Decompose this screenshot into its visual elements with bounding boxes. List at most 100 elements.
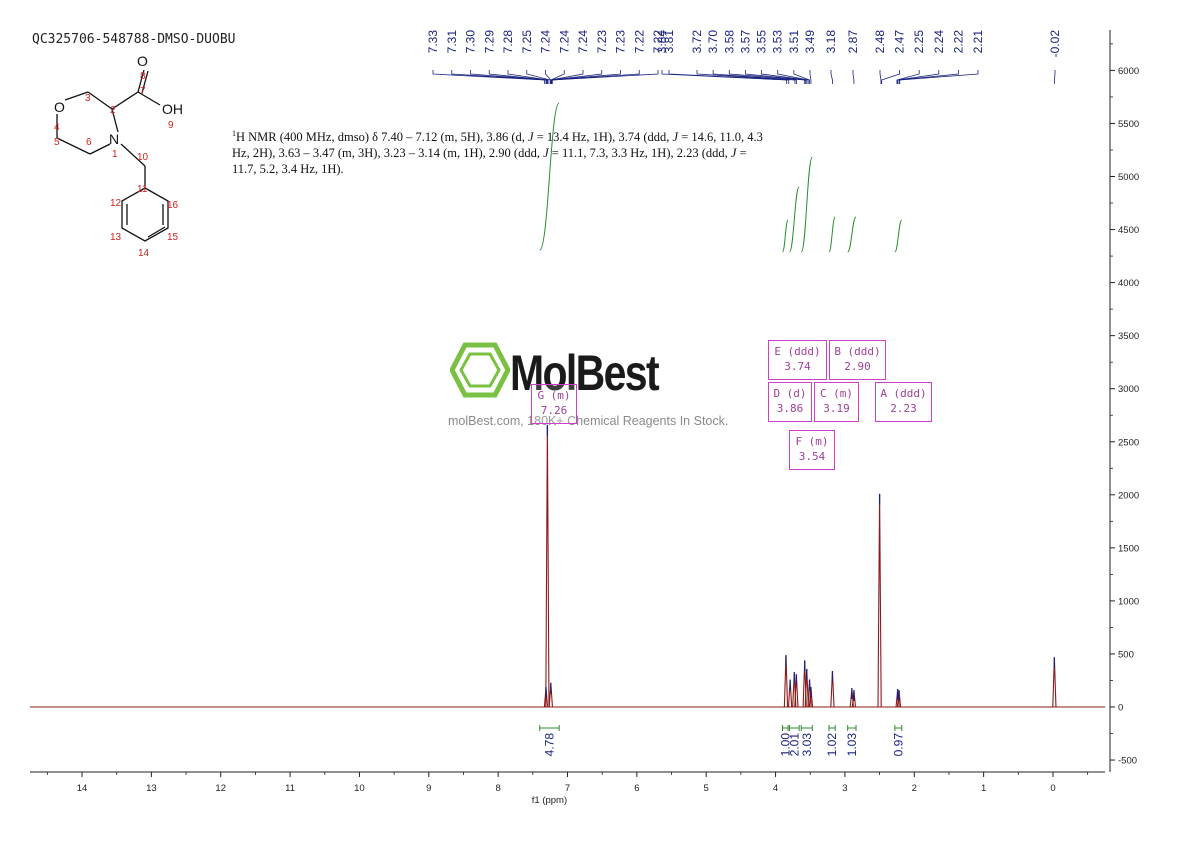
multiplet-box-g: G (m) 7.26	[531, 384, 577, 424]
j-symbol: J	[543, 146, 549, 161]
x-tick-label: 0	[1050, 783, 1055, 794]
peak-label: 7.33	[426, 30, 440, 54]
peak-label-connector	[488, 70, 548, 84]
peak-label-connector	[696, 70, 796, 84]
integral-curve	[847, 216, 857, 253]
peak-label: 7.24	[576, 30, 590, 54]
multiplet-label: E (ddd)	[774, 345, 821, 358]
y-tick-label: 5500	[1118, 119, 1139, 130]
nmr-text-segment: =	[736, 146, 747, 161]
peak-label: 3.57	[738, 30, 752, 54]
multiplet-label: D (d)	[773, 387, 807, 400]
peak-label-connector	[432, 70, 546, 84]
multiplet-box-d: D (d) 3.86	[768, 382, 812, 422]
peak-label: 3.49	[803, 30, 817, 54]
integral-curve	[894, 219, 903, 253]
x-tick-label: 1	[981, 783, 986, 794]
y-tick-label: 1000	[1118, 596, 1139, 607]
peak-label-connector	[550, 70, 584, 84]
peak-label: 7.22	[651, 30, 665, 54]
multiplet-label: A (ddd)	[880, 387, 927, 400]
peak-label: 2.25	[912, 30, 926, 54]
y-tick-label: 2000	[1118, 490, 1139, 501]
atom-number: 7	[140, 86, 146, 97]
peak-label: 3.84	[655, 30, 669, 54]
peak-label-connector	[830, 70, 833, 84]
peak-label-connector	[451, 70, 547, 84]
peak-label-connector	[668, 70, 790, 84]
watermark-url: molBest.com, 180K+ Chemical Reagents In …	[448, 414, 729, 428]
integral-value: 1.02	[825, 733, 839, 757]
x-tick-label: 6	[634, 783, 639, 794]
nmr-text-segment: = 11.1, 7.3, 3.3 Hz, 1H), 2.23 (ddd,	[548, 146, 731, 161]
x-tick-label: 10	[354, 783, 365, 794]
isotope-superscript: 1	[232, 129, 236, 138]
peak-label: 3.18	[824, 30, 838, 54]
atom-number: 4	[54, 122, 60, 133]
peak-label-connector	[470, 70, 548, 84]
peak-label-connector	[551, 70, 621, 84]
atom-number: 5	[54, 137, 60, 148]
integral-value: 3.03	[800, 733, 814, 757]
peak-label: 2.24	[932, 30, 946, 54]
atom-number: 11	[137, 184, 148, 195]
atom-number: 8	[140, 71, 146, 82]
peak-label-connector	[551, 70, 659, 84]
x-tick-label: 8	[495, 783, 500, 794]
multiplet-shift: 2.90	[844, 360, 871, 373]
integral-curve	[800, 156, 813, 253]
j-symbol: J	[730, 146, 737, 161]
multiplet-label: C (m)	[819, 387, 854, 400]
multiplet-label: F (m)	[795, 435, 829, 448]
nmr-text-segment: 11.7, 5.2, 3.4 Hz, 1H).	[232, 162, 344, 177]
peak-label: -0.02	[1048, 30, 1062, 58]
multiplet-shift: 2.23	[890, 402, 917, 415]
multiplet-shift: 3.19	[823, 402, 850, 415]
peak-label-connector	[712, 70, 797, 84]
y-tick-label: 2500	[1118, 437, 1139, 448]
integral-curve	[788, 186, 800, 253]
y-tick-label: 500	[1118, 649, 1134, 660]
multiplet-box-c: C (m) 3.19	[814, 382, 859, 422]
peak-label: 7.24	[557, 30, 571, 54]
peak-label: 7.29	[482, 30, 496, 54]
atom-o-ring: O	[54, 99, 65, 115]
y-tick-label: 4500	[1118, 225, 1139, 236]
atom-number: 3	[85, 93, 91, 104]
integral-value: 1.03	[845, 733, 859, 757]
integral-value: 0.97	[891, 733, 905, 757]
atom-number: 14	[138, 248, 150, 259]
peak-label: 7.22	[632, 30, 646, 54]
atom-oh: OH	[162, 101, 183, 117]
multiplet-box-f: F (m) 3.54	[789, 430, 835, 470]
peak-label-connector	[898, 70, 959, 84]
peak-label-connector	[793, 70, 810, 84]
multiplet-shift: 3.86	[776, 402, 804, 415]
y-tick-label: 6000	[1118, 66, 1139, 77]
y-tick-label: 4000	[1118, 278, 1139, 289]
peak-label-connector	[896, 70, 920, 84]
peak-label: 3.72	[690, 30, 704, 54]
atom-number: 6	[86, 137, 92, 148]
nmr-text-segment: = 13.4 Hz, 1H), 3.74 (ddd,	[533, 130, 673, 145]
atom-number: 10	[137, 152, 149, 163]
peak-label-connector	[809, 70, 812, 84]
x-tick-label: 13	[146, 783, 157, 794]
spectrum-peak	[545, 425, 550, 708]
nmr-description: 1H NMR (400 MHz, dmso) δ 7.40 – 7.12 (m,…	[232, 126, 802, 177]
x-tick-label: 3	[842, 783, 847, 794]
multiplet-label: G (m)	[537, 389, 571, 402]
multiplet-box-b: B (ddd) 2.90	[829, 340, 886, 380]
molbest-logo-text: MolBest	[510, 345, 660, 401]
sample-id: QC325706-548788-DMSO-DUOBU	[32, 32, 236, 47]
peak-label: 3.55	[755, 30, 769, 54]
multiplet-label: B (ddd)	[834, 345, 881, 358]
x-tick-label: 9	[426, 783, 431, 794]
x-axis-label: f1 (ppm)	[532, 795, 567, 806]
peak-label: 7.30	[464, 30, 478, 54]
atom-number: 2	[110, 105, 116, 116]
multiplet-shift: 3.74	[784, 360, 811, 373]
integral-value: 4.78	[542, 733, 556, 757]
peak-label: 7.25	[520, 30, 534, 54]
